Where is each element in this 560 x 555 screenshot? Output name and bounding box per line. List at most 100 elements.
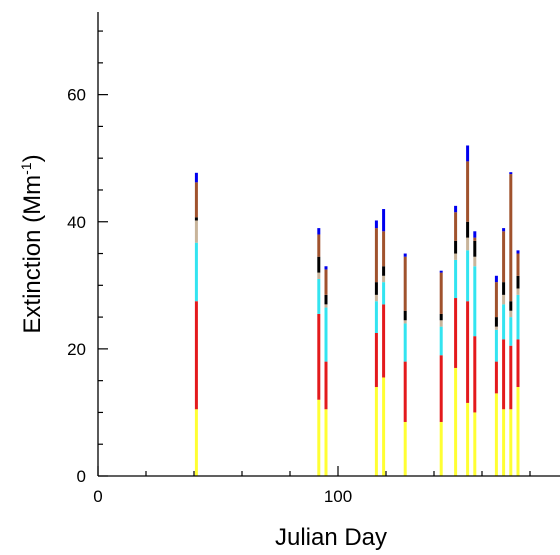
bar-segment-6-3 <box>439 320 443 327</box>
bar-segment-2-0 <box>324 409 328 476</box>
bar-segment-1-4 <box>317 256 321 273</box>
bar-segment-12-3 <box>509 310 513 318</box>
y-tick-label-1: 20 <box>67 340 86 359</box>
bar-segment-8-1 <box>466 301 470 403</box>
bar-segment-6-2 <box>439 326 443 356</box>
bar-segment-4-5 <box>382 231 386 267</box>
bar-segment-7-1 <box>454 298 458 368</box>
bar-segment-12-4 <box>509 301 513 311</box>
bar-segment-6-0 <box>439 421 443 476</box>
bar-segment-7-2 <box>454 259 458 299</box>
ticks-layer: 01002003000204060 <box>67 30 531 506</box>
y-tick-label-0: 0 <box>77 467 86 486</box>
bar-segment-5-1 <box>403 361 407 422</box>
bar-segment-9-6 <box>473 231 477 238</box>
bar-segment-9-5 <box>473 237 477 241</box>
bar-segment-11-6 <box>502 228 506 232</box>
bar-segment-8-4 <box>466 221 470 238</box>
x-tick-label-1: 100 <box>324 487 352 506</box>
bar-segment-7-6 <box>454 205 458 213</box>
x-axis-title: Julian Day <box>275 524 387 551</box>
bar-segment-1-6 <box>317 228 321 235</box>
bar-segment-9-0 <box>473 412 477 476</box>
bar-segment-3-4 <box>374 282 378 295</box>
bar-segment-13-4 <box>516 275 520 289</box>
x-tick-label-0: 0 <box>93 487 102 506</box>
bar-segment-10-2 <box>494 329 498 362</box>
bar-segment-8-6 <box>466 145 470 162</box>
bar-segment-10-3 <box>494 326 498 330</box>
bar-segment-2-4 <box>324 294 328 305</box>
y-axis-title-superscript: -1 <box>18 162 34 175</box>
bar-segment-2-3 <box>324 304 328 308</box>
bar-segment-5-6 <box>403 253 407 257</box>
bar-segment-5-0 <box>403 421 407 476</box>
bar-segment-1-2 <box>317 278 321 314</box>
bar-segment-13-5 <box>516 253 520 276</box>
bar-segment-11-3 <box>502 294 506 305</box>
bars-layer <box>194 145 520 476</box>
bar-segment-9-2 <box>473 266 477 337</box>
bar-segment-5-5 <box>403 256 407 311</box>
bar-segment-11-4 <box>502 282 506 295</box>
bar-segment-4-2 <box>382 282 386 305</box>
y-tick-label-3: 60 <box>67 86 86 105</box>
y-axis-title-end: ) <box>19 154 46 162</box>
bar-segment-7-4 <box>454 240 458 254</box>
bar-segment-7-3 <box>454 253 458 260</box>
bar-segment-7-5 <box>454 212 458 241</box>
bar-segment-13-0 <box>516 387 520 476</box>
bar-segment-1-5 <box>317 234 321 257</box>
bar-segment-1-3 <box>317 272 321 279</box>
bar-segment-0-0 <box>194 409 198 476</box>
bar-segment-11-1 <box>502 339 506 410</box>
bar-segment-9-4 <box>473 240 477 257</box>
bar-segment-3-1 <box>374 332 378 388</box>
bar-segment-0-1 <box>194 301 198 410</box>
y-axis-title: Extinction (Mm-1) <box>18 154 46 333</box>
bar-segment-12-1 <box>509 345 513 410</box>
bar-segment-9-1 <box>473 336 477 413</box>
bar-segment-9-3 <box>473 256 477 267</box>
bar-segment-3-0 <box>374 387 378 476</box>
y-axis-title-main: Extinction (Mm <box>19 175 46 334</box>
bar-segment-12-2 <box>509 317 513 346</box>
bar-segment-0-5 <box>194 182 198 218</box>
bar-segment-6-4 <box>439 313 443 321</box>
bar-segment-4-3 <box>382 275 386 283</box>
bar-segment-4-6 <box>382 209 386 232</box>
bar-segment-10-1 <box>494 361 498 394</box>
bar-segment-0-6 <box>194 172 198 183</box>
bar-segment-4-0 <box>382 377 386 476</box>
bar-segment-8-5 <box>466 161 470 222</box>
bar-segment-8-2 <box>466 250 470 302</box>
bar-segment-10-0 <box>494 393 498 476</box>
bar-segment-6-6 <box>439 270 443 273</box>
bar-segment-3-5 <box>374 228 378 283</box>
bar-segment-13-3 <box>516 288 520 295</box>
bar-segment-12-0 <box>509 409 513 476</box>
bar-segment-0-4 <box>194 217 198 221</box>
bar-segment-10-4 <box>494 317 498 327</box>
bar-segment-6-1 <box>439 355 443 422</box>
bar-segment-4-1 <box>382 304 386 378</box>
bar-segment-0-3 <box>194 220 198 243</box>
bar-segment-6-5 <box>439 272 443 314</box>
bar-segment-13-6 <box>516 250 520 254</box>
bar-segment-1-0 <box>317 399 321 476</box>
bar-segment-2-1 <box>324 361 328 410</box>
bar-segment-5-4 <box>403 310 407 321</box>
bar-segment-10-6 <box>494 275 498 283</box>
bar-segment-13-1 <box>516 339 520 388</box>
bar-segment-7-0 <box>454 367 458 476</box>
bar-segment-3-3 <box>374 294 378 302</box>
bar-segment-12-5 <box>509 174 513 302</box>
bar-segment-8-3 <box>466 237 470 251</box>
bar-segment-5-3 <box>403 320 407 324</box>
bar-segment-5-2 <box>403 323 407 362</box>
bar-segment-2-6 <box>324 266 328 270</box>
y-tick-label-2: 40 <box>67 213 86 232</box>
bar-segment-3-6 <box>374 220 378 229</box>
bar-segment-13-2 <box>516 294 520 340</box>
